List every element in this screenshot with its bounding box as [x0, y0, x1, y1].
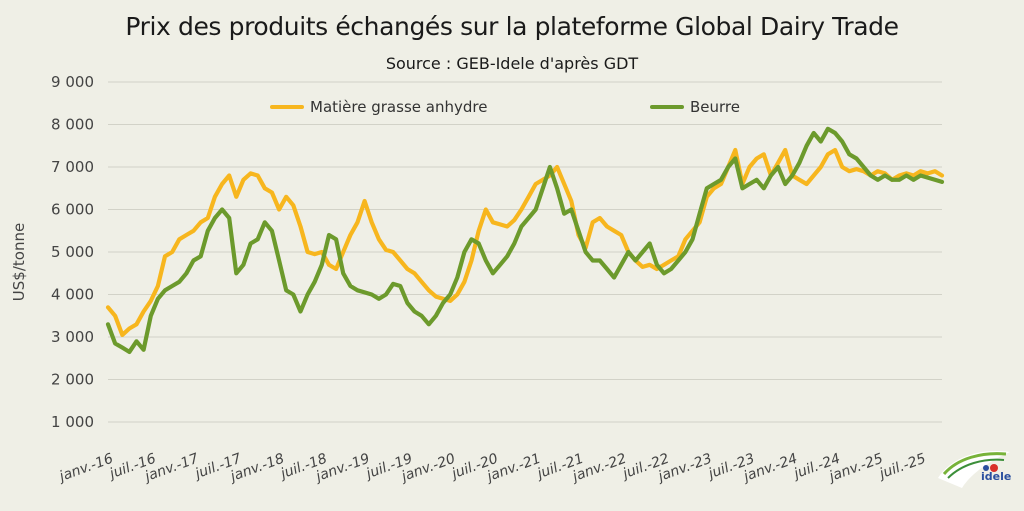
- y-tick-label: 5 000: [51, 243, 94, 261]
- series-line-mga: [105, 147, 945, 337]
- y-tick-label: 2 000: [51, 371, 94, 389]
- legend-swatch-mga: [270, 105, 304, 109]
- y-tick-label: 9 000: [51, 73, 94, 91]
- legend-item-mga: Matière grasse anhydre: [270, 98, 487, 116]
- legend-item-beurre: Beurre: [650, 98, 740, 116]
- chart-subtitle: Source : GEB-Idele d'après GDT: [385, 54, 639, 73]
- y-tick-label: 6 000: [51, 201, 94, 219]
- chart-title: Prix des produits échangés sur la platef…: [125, 12, 899, 41]
- logo-text: idele: [981, 470, 1012, 483]
- series-line-beurre: [105, 126, 945, 354]
- idele-logo-icon: [938, 451, 1010, 488]
- y-tick-label: 4 000: [51, 286, 94, 304]
- y-tick-label: 3 000: [51, 328, 94, 346]
- x-tick-label: janv.-16: [56, 451, 116, 486]
- y-tick-label: 1 000: [51, 413, 94, 431]
- y-tick-label: 8 000: [51, 116, 94, 134]
- legend-swatch-beurre: [650, 105, 684, 109]
- legend-label-beurre: Beurre: [690, 98, 740, 116]
- y-axis-label: US$/tonne: [10, 223, 28, 301]
- x-tick-label: juil.-25: [876, 451, 928, 483]
- legend-label-mga: Matière grasse anhydre: [310, 98, 488, 116]
- y-tick-label: 7 000: [51, 158, 94, 176]
